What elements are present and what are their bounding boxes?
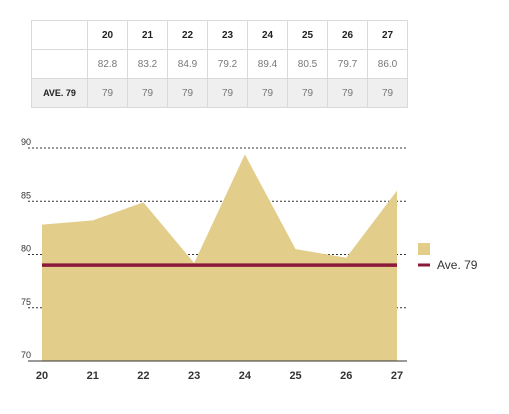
average-row-header: AVE. 79 [31, 78, 88, 108]
column-header: 23 [207, 20, 248, 50]
x-tick-label: 25 [289, 370, 301, 382]
x-tick-label: 21 [87, 370, 99, 382]
y-tick-label: 75 [21, 297, 31, 307]
x-tick-label: 23 [188, 370, 200, 382]
y-tick-label: 80 [21, 244, 31, 254]
x-tick-label: 22 [137, 370, 149, 382]
table-row-average: AVE. 79 79 79 79 79 79 79 79 79 [31, 78, 408, 108]
average-cell: 79 [367, 78, 408, 108]
column-header: 24 [247, 20, 288, 50]
value-cell: 83.2 [127, 49, 168, 79]
column-header: 25 [287, 20, 328, 50]
data-table: 20 21 22 23 24 25 26 27 82.8 83.2 84.9 7… [31, 20, 408, 108]
area-series [42, 154, 397, 361]
average-cell: 79 [247, 78, 288, 108]
x-tick-label: 27 [391, 370, 403, 382]
value-cell: 86.0 [367, 49, 408, 79]
x-tick-label: 20 [36, 370, 48, 382]
legend-label-average: Ave. 79 [437, 258, 478, 272]
average-cell: 79 [327, 78, 368, 108]
average-cell: 79 [87, 78, 128, 108]
y-tick-label: 90 [21, 137, 31, 147]
legend: Ave. 79 [418, 243, 478, 272]
average-cell: 79 [287, 78, 328, 108]
legend-swatch-area [418, 243, 430, 255]
column-header: 21 [127, 20, 168, 50]
axes: 70 75 80 85 90 20 21 22 23 24 25 26 27 [21, 137, 407, 382]
y-tick-label: 70 [21, 350, 31, 360]
column-header: 22 [167, 20, 208, 50]
column-header: 26 [327, 20, 368, 50]
average-cell: 79 [207, 78, 248, 108]
y-tick-label: 85 [21, 190, 31, 200]
area-series-fill [42, 154, 397, 361]
x-tick-label: 26 [340, 370, 352, 382]
x-tick-label: 24 [239, 370, 252, 382]
average-cell: 79 [127, 78, 168, 108]
average-cell: 79 [167, 78, 208, 108]
